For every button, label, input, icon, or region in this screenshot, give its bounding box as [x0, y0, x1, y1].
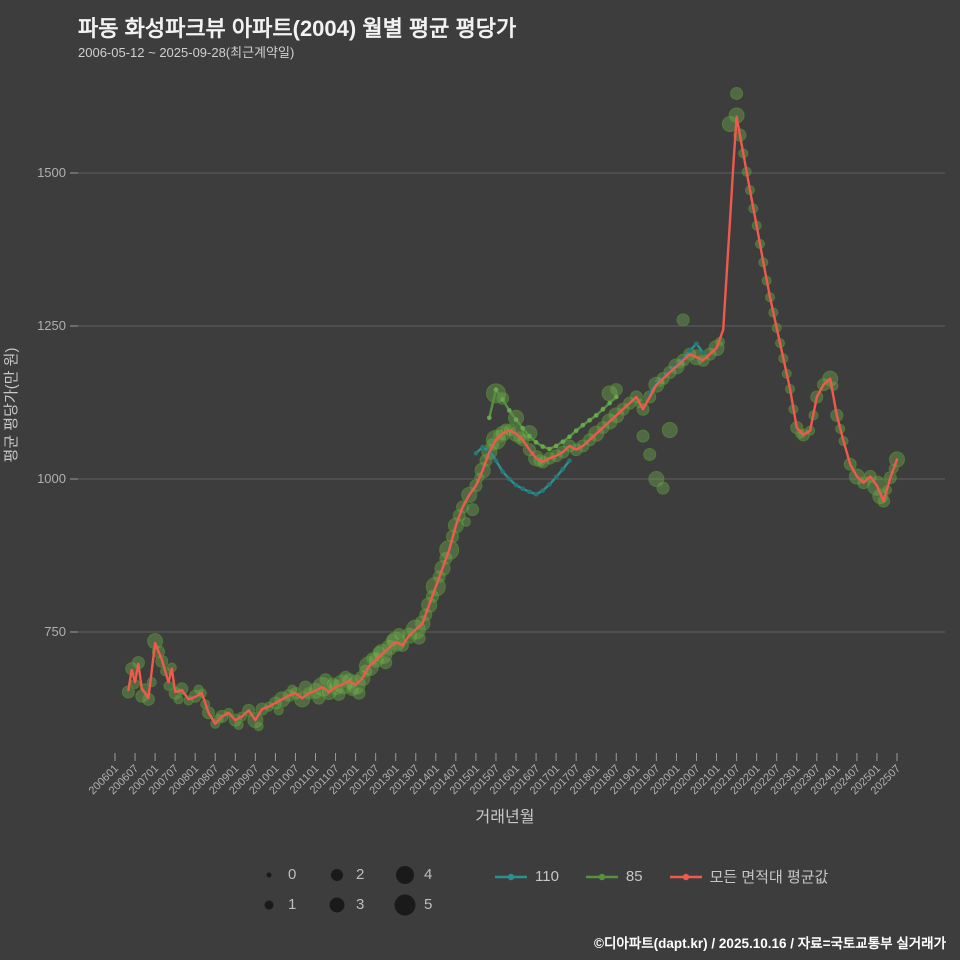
series-label: 85 — [625, 868, 643, 885]
svg-text:1500: 1500 — [37, 165, 66, 180]
size-dot-icon — [394, 894, 416, 915]
page-subtitle: 2006-05-12 ~ 2025-09-28(최근계약일) — [78, 45, 295, 60]
size-dot-icon — [331, 868, 343, 881]
size-dot-icon — [266, 872, 272, 877]
bubble-size-2: 2 — [324, 860, 380, 889]
line-swatch-icon — [669, 873, 702, 880]
line-swatch-icon — [495, 873, 527, 880]
bubble-size-5: 5 — [392, 890, 448, 919]
series-label: 110 — [535, 868, 559, 885]
legend-series-모든 면적대 평균값[interactable]: 모든 면적대 평균값 — [669, 866, 829, 887]
series-label: 모든 면적대 평균값 — [709, 869, 829, 886]
x-axis: 2006012006072007012007072008012008072009… — [87, 753, 903, 797]
svg-text:750: 750 — [44, 624, 66, 639]
bubble-size-4: 4 — [392, 860, 448, 889]
y-axis-title: 평균 평당가(만 원) — [3, 348, 20, 463]
price-chart: 750 1000 1250 1500 2006012006072007012007072… — [3, 86, 945, 826]
size-label: 4 — [424, 866, 433, 883]
line-series — [127, 115, 899, 725]
size-label: 5 — [424, 896, 433, 913]
size-dot-icon — [329, 897, 345, 912]
chart-legend: 0 1 2 3 4 5 110 85 모든 면적대 평균값 — [256, 860, 828, 919]
line-swatch-icon — [585, 873, 618, 880]
size-dot-icon — [264, 900, 274, 909]
size-label: 2 — [356, 866, 365, 883]
size-label: 0 — [288, 866, 297, 883]
series-legend: 110 85 모든 면적대 평균값 — [494, 866, 828, 887]
page-title: 파동 화성파크뷰 아파트(2004) 월별 평균 평당가 — [78, 16, 517, 41]
bubble-size-0: 0 — [256, 860, 312, 889]
svg-text:1250: 1250 — [37, 318, 66, 333]
size-label: 1 — [288, 896, 297, 913]
bubble-size-legend: 0 1 2 3 4 5 — [256, 860, 448, 919]
bubble-size-3: 3 — [324, 890, 380, 919]
x-axis-title: 거래년월 — [476, 808, 535, 826]
bubble-scatter — [121, 86, 905, 732]
legend-series-110[interactable]: 110 — [494, 866, 559, 887]
size-label: 3 — [356, 896, 365, 913]
svg-text:1000: 1000 — [37, 471, 66, 486]
copyright-footer: ©디아파트(dapt.kr) / 2025.10.16 / 자료=국토교통부 실… — [594, 936, 946, 951]
bubble-size-1: 1 — [256, 890, 312, 919]
legend-series-85[interactable]: 85 — [585, 866, 643, 887]
size-dot-icon — [396, 865, 414, 884]
